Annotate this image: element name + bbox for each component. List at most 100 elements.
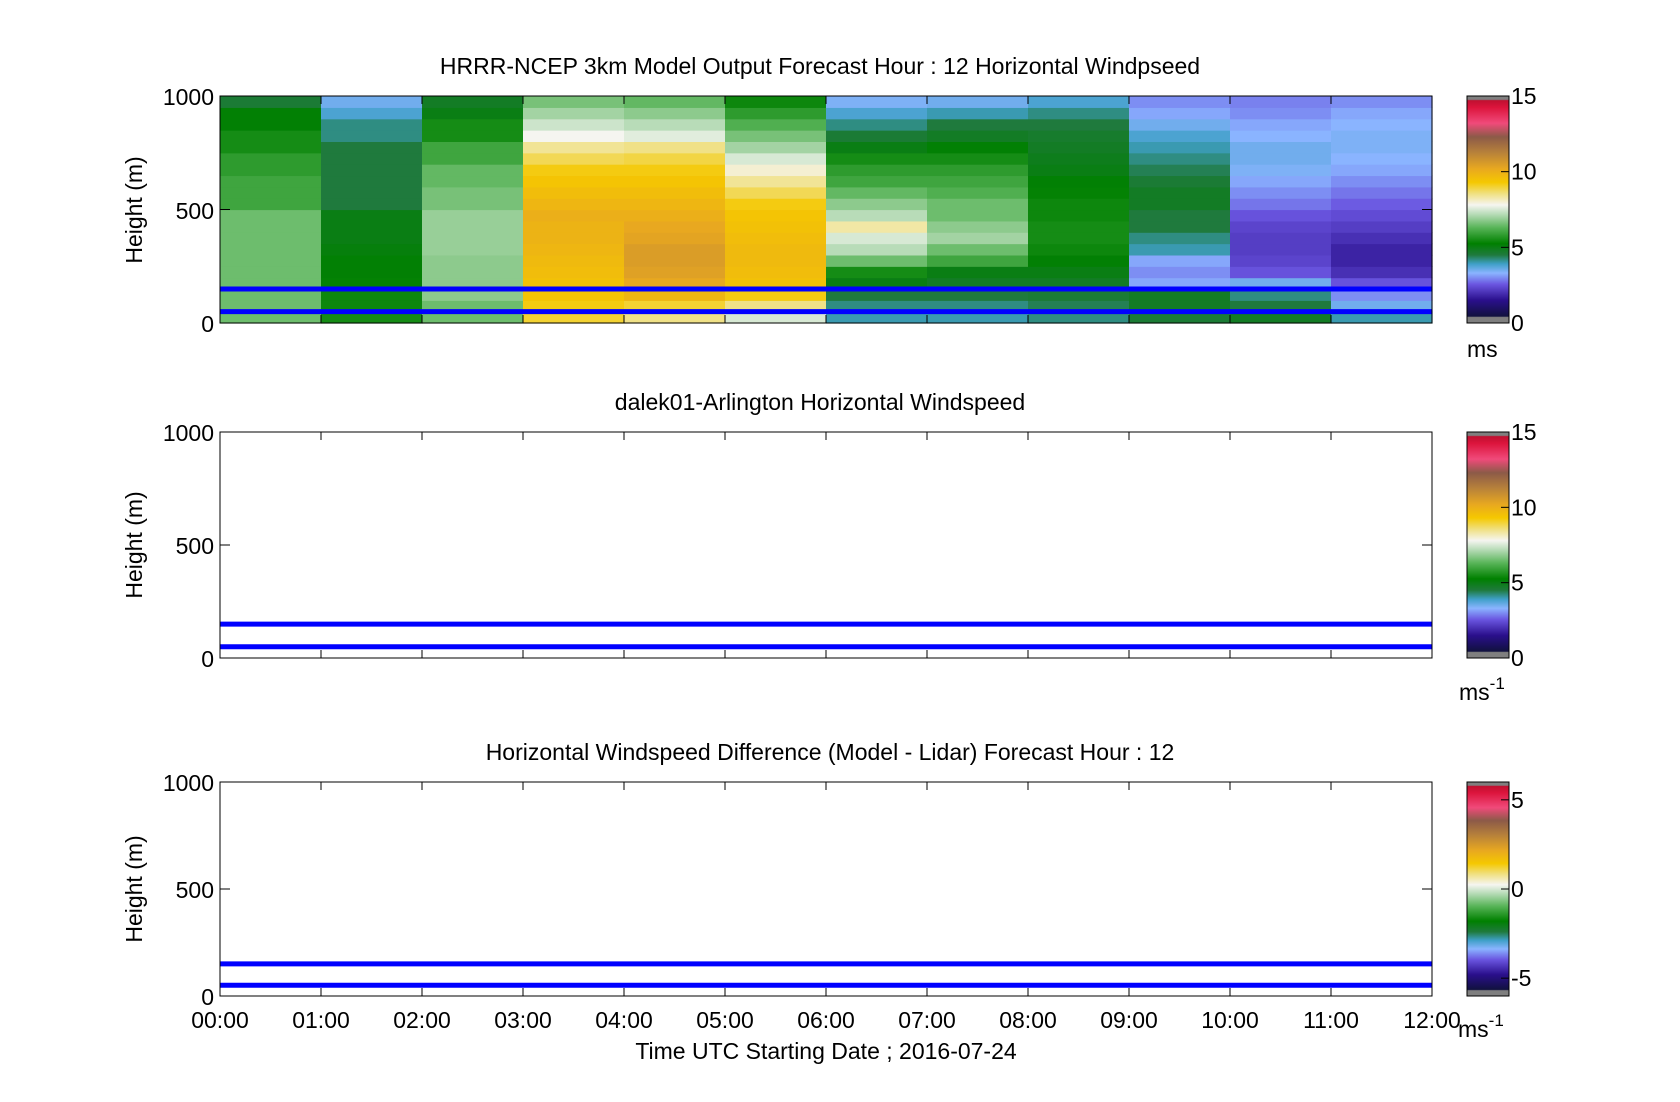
colorbar: [1466, 95, 1510, 324]
heatmap-cell: [927, 107, 1029, 120]
heatmap-cell: [1331, 198, 1433, 211]
heatmap-cell: [1028, 107, 1130, 120]
heatmap-cell: [624, 96, 726, 108]
y-tick-label-0: 0: [201, 311, 214, 337]
x-tick-label: 03:00: [494, 1007, 552, 1033]
heatmap-cell: [624, 266, 726, 279]
heatmap-cell: [1331, 175, 1433, 188]
y-tick-label-500: 500: [176, 877, 214, 903]
heatmap-cell: [422, 243, 524, 256]
x-tick-label: 07:00: [898, 1007, 956, 1033]
heatmap-cell: [1331, 254, 1433, 267]
heatmap-cell: [523, 209, 625, 222]
x-tick-label: 06:00: [797, 1007, 855, 1033]
heatmap-cell: [523, 186, 625, 199]
heatmap-cell: [321, 96, 423, 108]
y-tick-label-0: 0: [201, 984, 214, 1010]
colorbar-tick-label: 10: [1511, 159, 1537, 185]
colorbar: [1466, 431, 1510, 659]
heatmap-cell: [220, 209, 322, 222]
heatmap-cell: [321, 300, 423, 313]
heatmap-cell: [422, 186, 524, 199]
heatmap-cell: [1028, 141, 1130, 154]
heatmap-cell: [826, 288, 928, 301]
heatmap-cell: [826, 311, 928, 324]
heatmap-cell: [826, 254, 928, 267]
heatmap-cell: [1028, 96, 1130, 108]
heatmap-cell: [523, 311, 625, 324]
y-tick-label-1000: 1000: [163, 420, 214, 446]
heatmap-cell: [826, 96, 928, 108]
colorbar-tick-label: 0: [1511, 876, 1524, 902]
heatmap-cell: [1129, 220, 1231, 233]
heatmap-cell: [725, 164, 827, 177]
heatmap-cell: [321, 130, 423, 142]
heatmap-cell: [1129, 254, 1231, 267]
heatmap-cell: [422, 198, 524, 211]
heatmap-cell: [927, 141, 1029, 154]
heatmap-cell: [1230, 186, 1332, 199]
heatmap-cell: [1331, 277, 1433, 290]
y-axis-label: Height (m): [121, 835, 147, 942]
heatmap-cell: [1028, 288, 1130, 301]
heatmap-cell: [1331, 209, 1433, 222]
heatmap-cell: [523, 130, 625, 142]
heatmap-cell: [927, 96, 1029, 108]
heatmap-cell: [422, 107, 524, 120]
heatmap-cell: [725, 130, 827, 142]
colorbar-tick-label: 0: [1511, 310, 1524, 336]
heatmap-cell: [321, 164, 423, 177]
heatmap-cell: [1129, 141, 1231, 154]
heatmap-cell: [725, 300, 827, 313]
heatmap-cell: [725, 254, 827, 267]
heatmap-cell: [1028, 254, 1130, 267]
panel-title: HRRR-NCEP 3km Model Output Forecast Hour…: [440, 53, 1200, 79]
heatmap-cell: [1028, 152, 1130, 165]
heatmap-cell: [1028, 266, 1130, 279]
heatmap-cell: [826, 118, 928, 131]
heatmap-cell: [826, 300, 928, 313]
heatmap-cell: [826, 232, 928, 245]
heatmap-cell: [1028, 186, 1130, 199]
heatmap-cell: [523, 141, 625, 154]
heatmap-cell: [927, 288, 1029, 301]
heatmap-cell: [321, 277, 423, 290]
heatmap-cell: [1028, 220, 1130, 233]
heatmap-cell: [725, 220, 827, 233]
heatmap-cell: [725, 175, 827, 188]
heatmap-cell: [624, 118, 726, 131]
heatmap-cell: [1331, 300, 1433, 313]
heatmap-cell: [220, 311, 322, 324]
heatmap-cell: [321, 198, 423, 211]
heatmap-cell: [1331, 220, 1433, 233]
colorbar-tick-label: 15: [1511, 83, 1537, 109]
heatmap-cell: [1331, 107, 1433, 120]
heatmap-cell: [220, 152, 322, 165]
heatmap-cell: [1028, 209, 1130, 222]
colorbar-unit: ms: [1467, 336, 1498, 362]
heatmap-cell: [422, 232, 524, 245]
heatmap-cell: [422, 277, 524, 290]
heatmap-cell: [220, 220, 322, 233]
heatmap-cell: [624, 209, 726, 222]
heatmap-cell: [927, 266, 1029, 279]
heatmap-cell: [1230, 254, 1332, 267]
heatmap-cell: [1331, 118, 1433, 131]
heatmap-cell: [1230, 243, 1332, 256]
heatmap-cell: [1129, 243, 1231, 256]
heatmap-cell: [927, 130, 1029, 142]
heatmap-cell: [927, 243, 1029, 256]
heatmap-cell: [725, 118, 827, 131]
panel-title: Horizontal Windspeed Difference (Model -…: [486, 739, 1175, 765]
heatmap-cell: [1129, 175, 1231, 188]
heatmap-cell: [1331, 141, 1433, 154]
heatmap-cell: [1129, 96, 1231, 108]
x-tick-label: 09:00: [1100, 1007, 1158, 1033]
heatmap-cell: [1331, 96, 1433, 108]
x-tick-label: 10:00: [1201, 1007, 1259, 1033]
heatmap-cell: [725, 277, 827, 290]
heatmap-cell: [725, 186, 827, 199]
heatmap-cell: [1331, 288, 1433, 301]
heatmap-cell: [1028, 232, 1130, 245]
heatmap-cell: [220, 141, 322, 154]
